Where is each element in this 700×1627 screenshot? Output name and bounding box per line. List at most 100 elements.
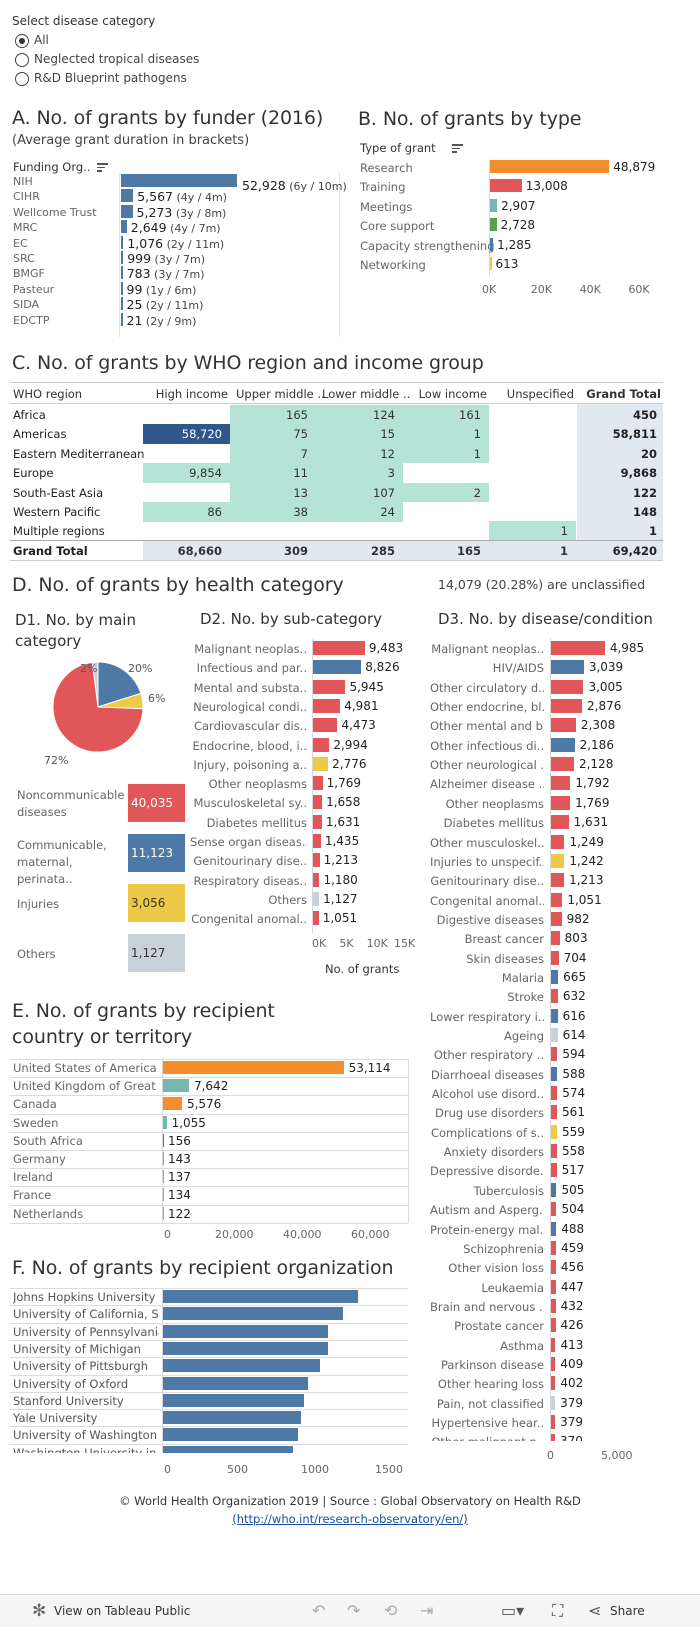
disease-bar[interactable] [551, 1434, 555, 1441]
table-heat-cell[interactable] [489, 521, 576, 541]
fullscreen-icon[interactable]: ⛶ [552, 1601, 564, 1620]
pie-slice[interactable] [97, 661, 142, 708]
disease-bar[interactable] [551, 853, 565, 868]
disease-bar[interactable] [551, 757, 574, 772]
disease-bar[interactable] [551, 1028, 558, 1042]
funder-bar[interactable] [121, 220, 127, 234]
sub-category-bar[interactable] [313, 911, 319, 926]
disease-bar[interactable] [551, 950, 559, 965]
table-column-header[interactable]: Lower middle .. [322, 387, 411, 401]
grant-type-bar[interactable] [490, 237, 494, 251]
disease-bar[interactable] [551, 989, 558, 1004]
table-column-header[interactable]: WHO region [13, 387, 83, 401]
pie-slice[interactable] [52, 661, 144, 753]
org-bar[interactable] [163, 1376, 309, 1390]
table-heat-cell[interactable] [230, 443, 316, 464]
funder-bar[interactable] [121, 204, 133, 218]
table-column-header[interactable]: High income [155, 387, 228, 401]
org-bar[interactable] [163, 1290, 359, 1303]
disease-bar[interactable] [551, 1008, 558, 1023]
disease-bar[interactable] [551, 1260, 556, 1275]
table-column-header[interactable]: Low income [418, 387, 487, 401]
funder-column-header[interactable]: Funding Org.. [13, 160, 108, 174]
funder-bar[interactable] [121, 189, 134, 203]
country-bar[interactable] [163, 1152, 164, 1165]
org-bar[interactable] [163, 1428, 298, 1442]
sub-category-bar[interactable] [313, 776, 323, 791]
d3-scroll-area[interactable]: Malignant neoplas.. 4,985 HIV/AIDS 3,039 Oth… [430, 638, 680, 1441]
table-heat-cell[interactable] [316, 405, 403, 425]
disease-bar[interactable] [551, 699, 583, 714]
grant-type-bar[interactable] [490, 160, 610, 173]
table-column-header[interactable]: Grand Total [586, 387, 661, 401]
sub-category-bar[interactable] [313, 795, 323, 810]
disease-bar[interactable] [551, 1202, 557, 1217]
disease-bar[interactable] [551, 1047, 558, 1062]
disease-bar[interactable] [551, 660, 584, 675]
funder-bar[interactable] [121, 235, 124, 249]
table-heat-cell[interactable] [143, 424, 230, 444]
tableau-logo-icon[interactable]: ✻ [32, 1601, 47, 1621]
grant-type-column-header[interactable]: Type of grant [360, 141, 463, 155]
table-heat-cell[interactable] [316, 482, 403, 503]
disease-bar[interactable] [551, 737, 575, 752]
funder-bar[interactable] [121, 174, 237, 187]
disease-bar[interactable] [551, 718, 576, 733]
filter-radio-ntd[interactable] [15, 53, 29, 67]
country-bar[interactable] [163, 1079, 189, 1093]
table-heat-cell[interactable] [316, 463, 403, 483]
sub-category-bar[interactable] [313, 872, 320, 887]
disease-bar[interactable] [551, 1163, 557, 1178]
funder-bar[interactable] [121, 297, 123, 311]
pause-icon[interactable]: ⇥ [420, 1601, 434, 1620]
share-button[interactable]: Share [610, 1604, 645, 1618]
grant-type-bar[interactable] [490, 218, 497, 232]
disease-bar[interactable] [551, 1124, 558, 1139]
table-heat-cell[interactable] [230, 482, 316, 503]
country-bar[interactable] [163, 1206, 164, 1220]
sub-category-bar[interactable] [313, 698, 341, 713]
disease-bar[interactable] [551, 641, 605, 655]
funder-bar[interactable] [121, 281, 123, 295]
org-scroll-area[interactable]: Johns Hopkins University University of Ca… [0, 1288, 412, 1453]
table-heat-cell[interactable] [230, 502, 316, 522]
disease-bar[interactable] [551, 1221, 557, 1236]
disease-bar[interactable] [551, 1298, 556, 1313]
grant-type-bar[interactable] [490, 257, 492, 270]
grant-type-bar[interactable] [490, 198, 498, 212]
disease-bar[interactable] [551, 1279, 556, 1294]
filter-radio-blueprint[interactable] [15, 72, 29, 86]
disease-bar[interactable] [551, 873, 565, 888]
comment-icon[interactable]: ▭▾ [501, 1601, 525, 1620]
filter-radio-all[interactable] [15, 34, 29, 48]
table-heat-cell[interactable] [143, 463, 230, 483]
disease-bar[interactable] [551, 931, 560, 946]
disease-bar[interactable] [551, 1066, 558, 1081]
sub-category-bar[interactable] [313, 853, 320, 868]
sub-category-bar[interactable] [313, 737, 330, 752]
country-bar[interactable] [163, 1188, 164, 1202]
disease-bar[interactable] [551, 776, 571, 791]
disease-bar[interactable] [551, 795, 571, 810]
filter-option-ntd[interactable]: Neglected tropical diseases [34, 52, 200, 66]
funder-bar[interactable] [121, 312, 123, 326]
main-category-block[interactable] [128, 834, 185, 872]
org-bar[interactable] [163, 1324, 329, 1338]
table-column-header[interactable]: Unspecified [506, 387, 574, 401]
revert-icon[interactable]: ⟲ [384, 1601, 398, 1620]
table-heat-cell[interactable] [230, 463, 316, 483]
disease-bar[interactable] [551, 1415, 556, 1429]
disease-bar[interactable] [551, 1182, 557, 1197]
table-heat-cell[interactable] [230, 405, 316, 425]
table-heat-cell[interactable] [403, 424, 489, 444]
table-heat-cell[interactable] [403, 405, 489, 425]
disease-bar[interactable] [551, 1395, 556, 1410]
sub-category-bar[interactable] [313, 834, 321, 848]
sub-category-bar[interactable] [313, 679, 346, 694]
sub-category-bar[interactable] [313, 660, 362, 675]
disease-bar[interactable] [551, 892, 563, 907]
org-bar[interactable] [163, 1393, 305, 1407]
disease-bar[interactable] [551, 1105, 558, 1120]
disease-bar[interactable] [551, 1240, 556, 1255]
org-bar[interactable] [163, 1445, 294, 1453]
